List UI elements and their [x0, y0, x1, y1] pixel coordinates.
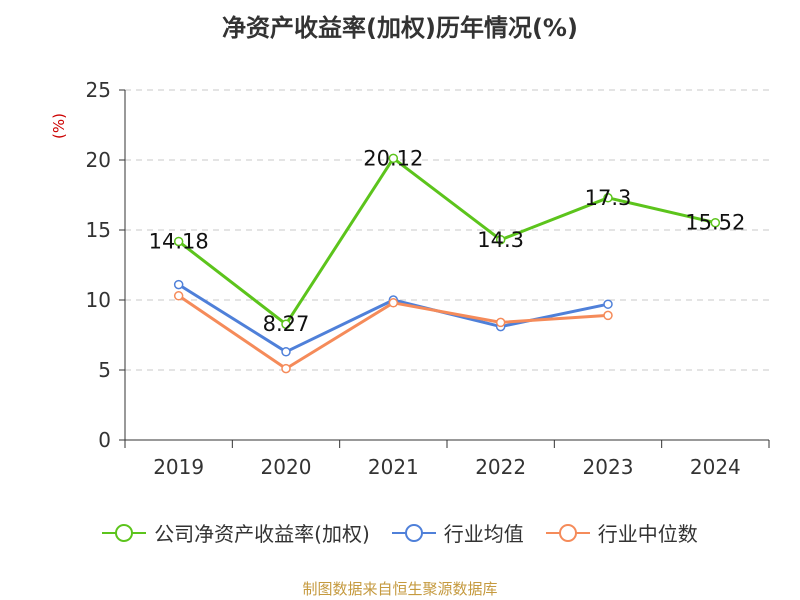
data-point [173, 236, 184, 247]
y-tick-label: 20 [86, 148, 111, 172]
data-point [495, 235, 506, 245]
x-tick-label-2021: 2021 [368, 455, 419, 479]
data-point [388, 153, 399, 164]
data-label: 17.3 [585, 186, 632, 210]
series-lines [173, 153, 721, 374]
data-point [495, 317, 506, 328]
y-tick-label: 25 [86, 78, 111, 102]
x-tick-label-2024: 2024 [690, 455, 741, 479]
legend: 公司净资产收益率(加权) 行业均值 行业中位数 [0, 518, 800, 547]
y-tick-label: 15 [86, 218, 111, 242]
data-label: 20.12 [363, 146, 423, 170]
data-point [173, 279, 184, 290]
data-point [281, 347, 291, 357]
legend-item-industry-average[interactable]: 行业均值 [391, 518, 524, 547]
data-point [388, 298, 399, 308]
data-point [603, 193, 613, 203]
legend-item-company[interactable]: 公司净资产收益率(加权) [102, 518, 370, 547]
x-tick-label-2022: 2022 [475, 455, 526, 479]
legend-marker-industry-average [391, 523, 436, 542]
data-point [603, 299, 613, 309]
data-labels: 14.18 8.27 20.12 14.3 17.3 15.52 [149, 146, 746, 336]
x-tick-label-2019: 2019 [153, 455, 204, 479]
chart-title: 净资产收益率(加权)历年情况(%) [222, 14, 578, 42]
y-tick-label: 0 [98, 428, 111, 452]
y-tick-label: 5 [98, 358, 111, 382]
data-label: 8.27 [263, 312, 310, 336]
x-tick-label-2023: 2023 [583, 455, 634, 479]
grid-lines [125, 89, 769, 371]
legend-marker-company [102, 523, 147, 542]
legend-item-industry-median[interactable]: 行业中位数 [545, 518, 698, 547]
data-point [173, 291, 184, 301]
legend-label-industry-median: 行业中位数 [597, 522, 698, 546]
source-note: 制图数据来自恒生聚源数据库 [302, 580, 498, 598]
data-point [710, 217, 721, 228]
x-tick-label-2020: 2020 [261, 455, 312, 479]
legend-marker-industry-median [545, 523, 590, 542]
y-tick-label: 10 [86, 288, 111, 312]
data-label: 14.18 [149, 229, 209, 253]
axes: 0 5 10 15 20 25 2019 2020 2021 2022 2023 2024 [86, 78, 770, 479]
y-axis-label: (%) [50, 113, 68, 139]
data-point [603, 310, 613, 321]
data-point [281, 319, 291, 329]
legend-label-industry-average: 行业均值 [443, 522, 524, 546]
data-label: 14.3 [477, 228, 524, 252]
data-point [281, 363, 291, 374]
series-line-0 [177, 156, 716, 326]
data-label: 15.52 [685, 211, 745, 235]
legend-label-company: 公司净资产收益率(加权) [154, 522, 370, 546]
